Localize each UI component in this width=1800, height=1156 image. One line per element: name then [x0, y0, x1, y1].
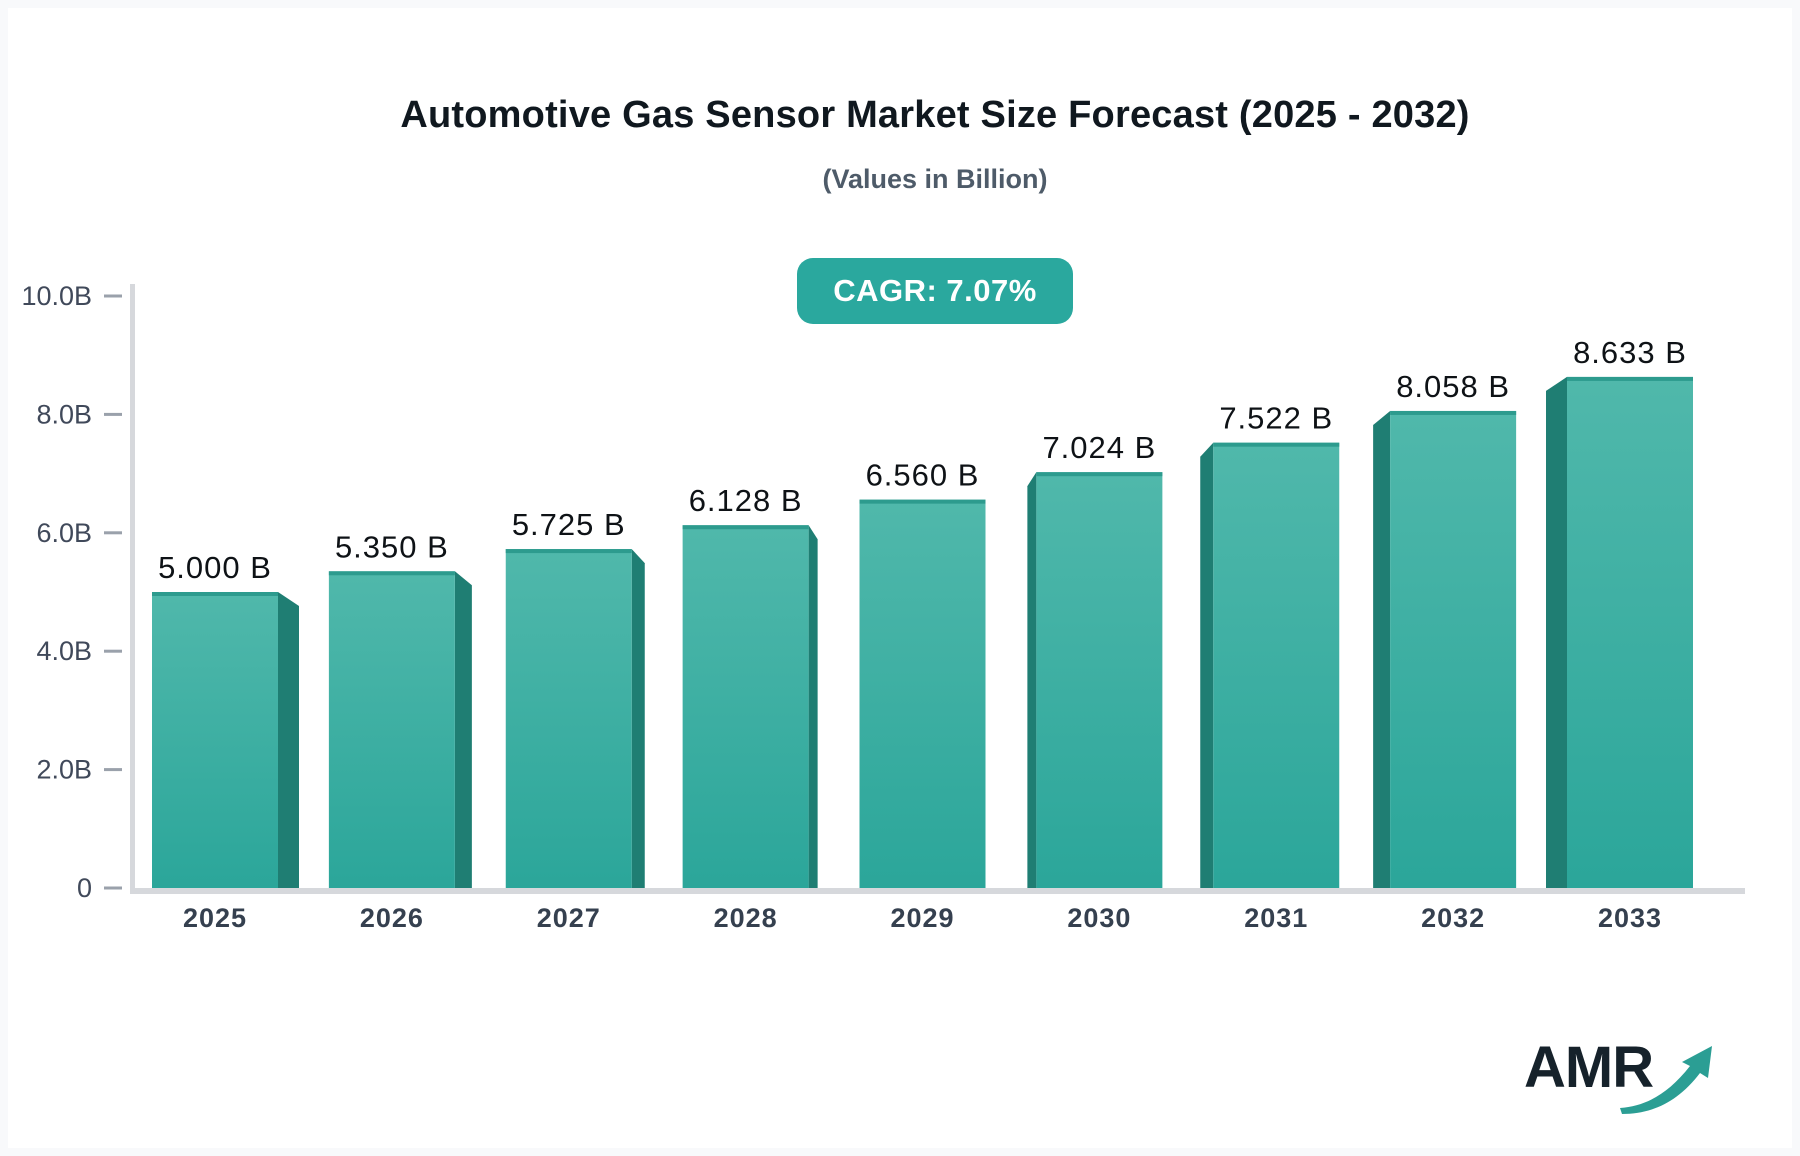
bar-value-label: 6.560 B: [866, 458, 980, 493]
bar-front-face: [505, 549, 632, 888]
bar-side-face: [1027, 472, 1037, 888]
y-axis-tick-label: 2.0B: [36, 755, 92, 785]
y-axis-tick-label: 6.0B: [36, 518, 92, 548]
bar-side-face: [808, 525, 818, 888]
bar-top-edge: [1390, 410, 1517, 415]
x-axis-label: 2032: [1421, 903, 1485, 933]
y-axis-tick: [104, 531, 122, 535]
chart-title: Automotive Gas Sensor Market Size Foreca…: [400, 94, 1470, 136]
growth-arrow-icon: [1620, 1046, 1712, 1114]
bar-value-label: 5.000 B: [158, 550, 272, 585]
bar-2031: 7.522 B 2031: [1200, 401, 1340, 933]
bar-2030: 7.024 B 2030: [1027, 430, 1163, 933]
bar-front-face: [1213, 442, 1340, 888]
bar-front-face: [1390, 410, 1517, 888]
cagr-badge-row: CAGR: 7.07%: [70, 258, 1800, 324]
x-axis-label: 2026: [360, 903, 424, 933]
x-axis-label: 2025: [183, 903, 247, 933]
x-axis-label: 2029: [890, 903, 954, 933]
bar-value-label: 7.522 B: [1219, 401, 1333, 436]
bar-value-label: 5.725 B: [512, 507, 626, 542]
y-axis-tick: [104, 412, 122, 416]
bar-front-face: [859, 499, 986, 888]
y-axis-tick-label: 10.0B: [21, 281, 92, 311]
x-axis-label: 2031: [1244, 903, 1308, 933]
bar-top-edge: [682, 525, 809, 530]
bar-top-edge: [1213, 442, 1340, 447]
x-axis-label: 2030: [1067, 903, 1131, 933]
bar-side-face: [1200, 442, 1214, 888]
bar-front-face: [1567, 376, 1693, 888]
bar-side-face: [1546, 376, 1567, 888]
bar-2026: 5.350 B 2026: [328, 529, 472, 933]
y-axis-tick-label: 4.0B: [36, 636, 92, 666]
y-axis-tick: [104, 649, 122, 653]
bar-2029: 6.560 B 2029: [859, 458, 986, 933]
bar-2032: 8.058 B 2032: [1373, 369, 1517, 933]
bar-front-face: [328, 571, 455, 888]
bar-2027: 5.725 B 2027: [505, 507, 645, 933]
bar-2028: 6.128 B 2028: [682, 483, 818, 933]
y-axis-tick: [104, 294, 122, 298]
y-axis-tick-label: 0: [77, 873, 92, 903]
bar-top-edge: [152, 592, 278, 596]
chart-subtitle: (Values in Billion): [822, 164, 1048, 194]
x-axis-label: 2028: [714, 903, 778, 933]
amr-logo: AMR: [1524, 1034, 1724, 1124]
bar-side-face: [1373, 410, 1391, 888]
bar-value-label: 7.024 B: [1042, 430, 1156, 465]
bar-2025: 5.000 B 2025: [152, 550, 299, 933]
cagr-badge: CAGR: 7.07%: [797, 258, 1073, 324]
bar-value-label: 8.058 B: [1396, 369, 1510, 404]
x-axis-label: 2027: [537, 903, 601, 933]
bar-side-face: [454, 571, 472, 888]
bar-value-label: 8.633 B: [1573, 335, 1687, 370]
bar-side-face: [278, 592, 299, 888]
bar-top-edge: [328, 571, 455, 576]
x-axis-label: 2033: [1598, 903, 1662, 933]
bar-top-edge: [1036, 472, 1163, 477]
amr-logo-text: AMR: [1524, 1035, 1654, 1100]
bar-front-face: [682, 525, 809, 888]
bar-top-edge: [859, 499, 986, 504]
bar-value-label: 5.350 B: [335, 529, 449, 564]
bar-value-label: 6.128 B: [689, 483, 803, 518]
bar-side-face: [631, 549, 645, 888]
bar-front-face: [1036, 472, 1163, 888]
y-axis-tick: [104, 768, 122, 772]
bar-2033: 8.633 B 2033: [1546, 335, 1693, 933]
bar-top-edge: [505, 549, 632, 554]
bar-top-edge: [1567, 376, 1693, 381]
y-axis-line: [130, 284, 135, 894]
bar-front-face: [152, 592, 278, 888]
y-axis-tick: [104, 886, 122, 890]
y-axis-tick-label: 8.0B: [36, 399, 92, 429]
x-axis-line: [130, 888, 1745, 894]
